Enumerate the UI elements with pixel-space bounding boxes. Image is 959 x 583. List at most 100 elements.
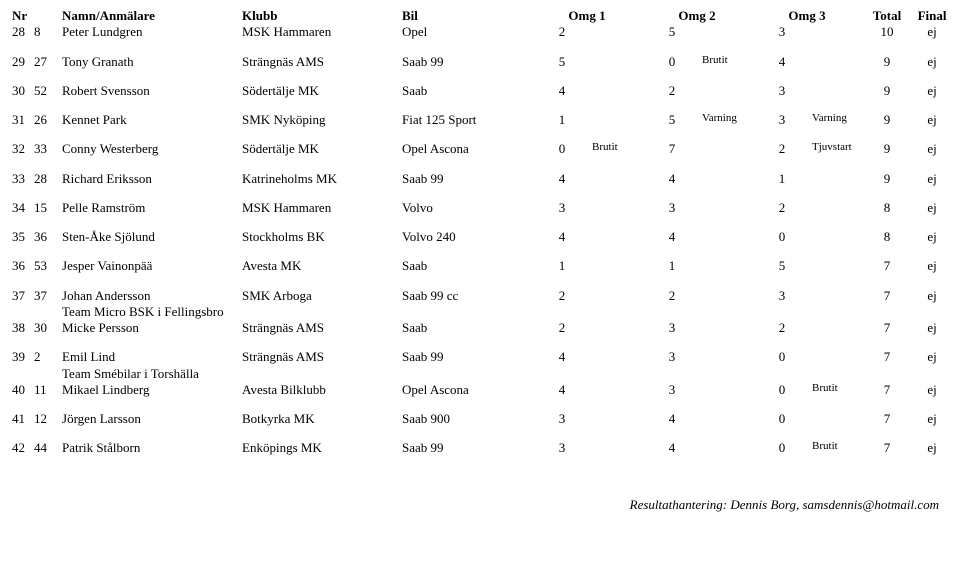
cell-final: ej [912,141,952,157]
cell-note1 [592,382,642,398]
cell-club: Strängnäs AMS [242,320,402,336]
cell-omg2: 2 [642,83,702,99]
cell-note2 [702,229,752,245]
cell-note3 [812,54,862,70]
cell-total: 8 [862,200,912,216]
cell-omg3: 5 [752,258,812,274]
cell-name: Kennet Park [62,112,242,128]
cell-note1: Brutit [592,141,642,157]
cell-omg1: 1 [532,112,592,128]
cell-name: Richard Eriksson [62,171,242,187]
cell-omg3: 0 [752,349,812,365]
cell-omg1: 3 [532,411,592,427]
cell-total: 7 [862,349,912,365]
cell-club: Strängnäs AMS [242,349,402,365]
result-row: 3536Sten-Åke SjölundStockholms BKVolvo 2… [12,229,952,245]
spacer-row [12,187,952,200]
cell-car: Saab [402,83,532,99]
cell-pos: 36 [12,258,34,274]
cell-total: 7 [862,440,912,456]
cell-num: 37 [34,288,62,304]
cell-note1 [592,112,642,128]
cell-omg1: 4 [532,229,592,245]
cell-num: 52 [34,83,62,99]
cell-car: Volvo [402,200,532,216]
cell-car: Saab 900 [402,411,532,427]
result-row: 288Peter LundgrenMSK HammarenOpel25310ej [12,24,952,40]
cell-omg1: 5 [532,54,592,70]
cell-club: Botkyrka MK [242,411,402,427]
cell-num: 8 [34,24,62,40]
cell-car: Saab 99 [402,440,532,456]
cell-note1 [592,171,642,187]
cell-omg2: 3 [642,200,702,216]
cell-note2 [702,288,752,304]
sub-row: Team Smébilar i Torshälla [12,366,952,382]
cell-note2 [702,411,752,427]
cell-num: 36 [34,229,62,245]
cell-name: Jesper Vainonpää [62,258,242,274]
cell-note3 [812,24,862,40]
cell-club: MSK Hammaren [242,24,402,40]
cell-note2 [702,320,752,336]
cell-omg2: 4 [642,229,702,245]
cell-omg3: 3 [752,24,812,40]
col-omg1: Omg 1 [532,8,642,24]
cell-num: 27 [34,54,62,70]
spacer-row [12,275,952,288]
cell-club: Avesta MK [242,258,402,274]
cell-club: Stockholms BK [242,229,402,245]
cell-final: ej [912,54,952,70]
cell-note3: Tjuvstart [812,141,862,157]
cell-num: 15 [34,200,62,216]
cell-omg2: 4 [642,440,702,456]
cell-final: ej [912,200,952,216]
cell-omg2: 2 [642,288,702,304]
cell-note1 [592,349,642,365]
cell-name: Emil Lind [62,349,242,365]
cell-omg1: 3 [532,440,592,456]
cell-note2 [702,200,752,216]
spacer-row [12,427,952,440]
cell-note2 [702,382,752,398]
cell-omg2: 5 [642,112,702,128]
cell-note3 [812,411,862,427]
cell-club: MSK Hammaren [242,200,402,216]
cell-note2 [702,141,752,157]
cell-total: 7 [862,258,912,274]
cell-num: 53 [34,258,62,274]
cell-pos: 30 [12,83,34,99]
col-final: Final [912,8,952,24]
cell-omg2: 3 [642,320,702,336]
result-row: 3328Richard ErikssonKatrineholms MKSaab … [12,171,952,187]
result-row: 392Emil LindSträngnäs AMSSaab 994307ej [12,349,952,365]
cell-note1 [592,83,642,99]
cell-omg3: 2 [752,200,812,216]
result-row: 3233Conny WesterbergSödertälje MKOpel As… [12,141,952,157]
spacer-row [12,70,952,83]
cell-omg2: 5 [642,24,702,40]
result-row: 3126Kennet ParkSMK NyköpingFiat 125 Spor… [12,112,952,128]
spacer-row [12,99,952,112]
cell-total: 7 [862,411,912,427]
result-row: 2927Tony GranathSträngnäs AMSSaab 9950Br… [12,54,952,70]
cell-omg1: 4 [532,171,592,187]
cell-omg3: 3 [752,112,812,128]
cell-total: 7 [862,382,912,398]
cell-note2: Varning [702,112,752,128]
cell-omg3: 2 [752,141,812,157]
team-name: Team Smébilar i Torshälla [62,366,952,382]
cell-final: ej [912,349,952,365]
cell-omg1: 2 [532,320,592,336]
cell-note1 [592,258,642,274]
cell-name: Jörgen Larsson [62,411,242,427]
cell-club: Enköpings MK [242,440,402,456]
result-row: 4244Patrik StålbornEnköpings MKSaab 9934… [12,440,952,456]
col-name: Namn/Anmälare [62,8,242,24]
cell-note3 [812,258,862,274]
cell-final: ej [912,83,952,99]
cell-note1 [592,440,642,456]
cell-note3 [812,83,862,99]
spacer-row [12,41,952,54]
spacer-row [12,216,952,229]
